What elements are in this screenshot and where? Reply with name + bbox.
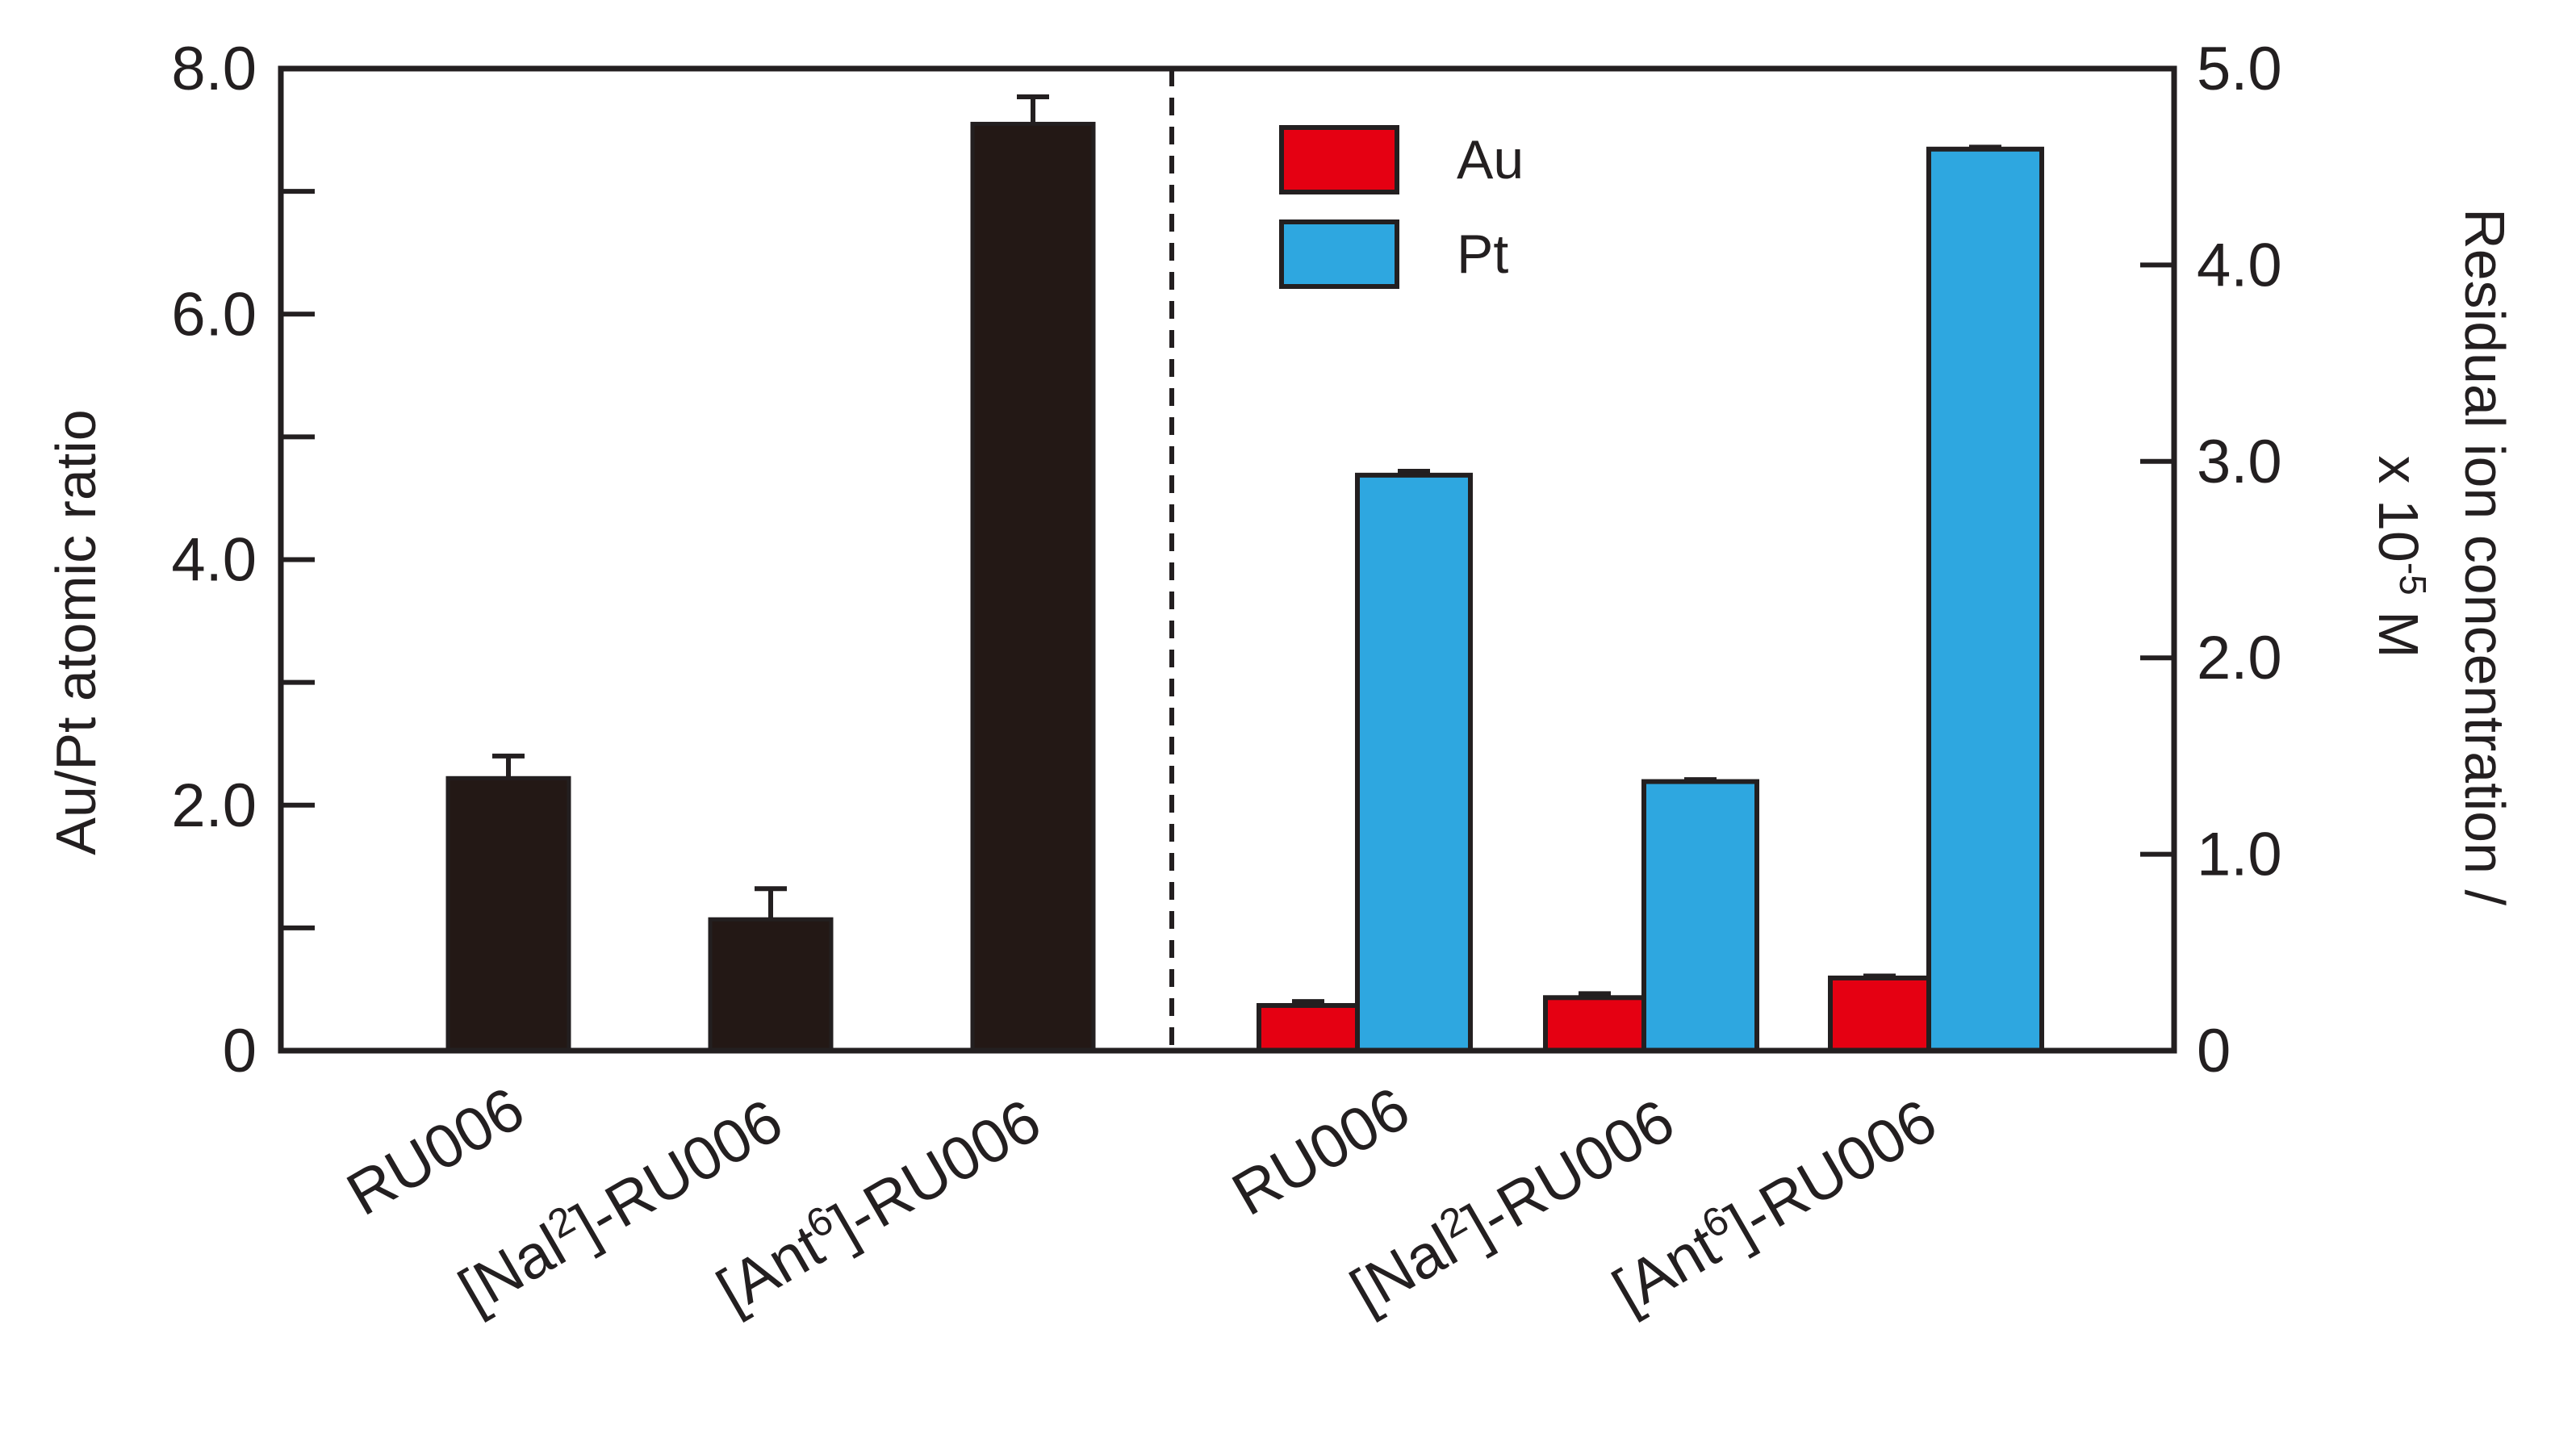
- au-bar-0: [1257, 1003, 1360, 1053]
- legend-swatch-pt: [1279, 219, 1399, 289]
- right-tick-label: 3.0: [2197, 428, 2282, 496]
- right-tick-label: 2.0: [2197, 624, 2282, 692]
- bars: [445, 94, 2044, 1054]
- ratio-bar-2: [970, 121, 1096, 1053]
- pt-bar-0: [1355, 472, 1473, 1053]
- pt-bar-1: [1641, 779, 1759, 1053]
- au-bar-2: [1828, 975, 1931, 1054]
- right-axis-title-line2: x 10-5 M: [2367, 456, 2434, 658]
- right-tick-label: 1.0: [2197, 821, 2282, 889]
- left-category-label-0: RU006: [336, 1074, 535, 1229]
- ratio-bar-0: [445, 775, 571, 1053]
- right-tick-label: 4.0: [2197, 231, 2282, 299]
- au-bar-1: [1543, 995, 1646, 1053]
- pt-bar-2: [1926, 146, 2044, 1054]
- legend-swatch-au: [1279, 125, 1399, 194]
- left-tick-label: 2.0: [171, 771, 257, 840]
- right-category-label-0: RU006: [1221, 1074, 1420, 1229]
- axes: [278, 65, 2177, 1054]
- left-tick-label: 0: [223, 1017, 257, 1085]
- right-tick-label: 0: [2197, 1017, 2231, 1085]
- left-axis-title: Au/Pt atomic ratio: [44, 409, 107, 855]
- right-axis-title-line1: Residual ion concentration /: [2453, 208, 2516, 905]
- left-tick-label: 4.0: [171, 526, 257, 595]
- right-tick-label: 5.0: [2197, 35, 2282, 103]
- legend: Au Pt: [1279, 125, 1524, 289]
- legend-label-au: Au: [1457, 129, 1524, 190]
- left-tick-label: 8.0: [171, 35, 257, 103]
- left-tick-label: 6.0: [171, 280, 257, 349]
- legend-label-pt: Pt: [1457, 224, 1508, 285]
- ratio-bar-1: [708, 917, 834, 1053]
